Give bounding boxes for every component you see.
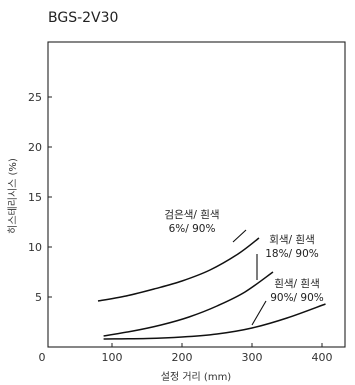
series-1-leader-line: [232, 229, 247, 243]
series-2-annotation-line-1: 회색/ 흰색: [269, 234, 315, 246]
chart-title: BGS-2V30: [48, 10, 118, 26]
series-2-line: [103, 271, 274, 337]
x-tick-label: 300: [242, 351, 263, 364]
series-3-annotation-line-1: 흰색/ 흰색: [274, 278, 320, 290]
y-tick-label: 10: [28, 241, 42, 254]
series-1-annotation-line-2: 6%/ 90%: [169, 223, 216, 235]
series-3-annotation-line-2: 90%/ 90%: [270, 292, 324, 304]
y-tick-label: 25: [28, 91, 42, 104]
y-tick-label: 5: [35, 291, 42, 304]
series-2-annotation-line-2: 18%/ 90%: [265, 248, 319, 260]
x-tick-label: 400: [312, 351, 333, 364]
series-3-leader-line: [251, 300, 267, 326]
x-axis-label: 설정 거리 (mm): [161, 371, 232, 383]
y-axis-label: 히스테리시스 (%): [7, 158, 19, 234]
series-layer: [97, 237, 326, 340]
x-tick-label: 100: [102, 351, 123, 364]
series-3-line: [103, 303, 326, 340]
y-tick-label: 15: [28, 191, 42, 204]
x-tick-label: 200: [172, 351, 193, 364]
y-tick-label: 20: [28, 141, 42, 154]
annotations: 검은색/ 흰색 6%/ 90% 회색/ 흰색 18%/ 90% 흰색/ 흰색 90%/ 9…: [164, 209, 324, 326]
series-1-line: [97, 237, 260, 302]
plot-frame: [47, 41, 346, 348]
x-tick-label: 0: [39, 351, 46, 364]
series-1-annotation-line-1: 검은색/ 흰색: [164, 209, 219, 221]
axis-ticks: 0 100 200 300 400 5 10 15 20 25: [28, 91, 333, 364]
